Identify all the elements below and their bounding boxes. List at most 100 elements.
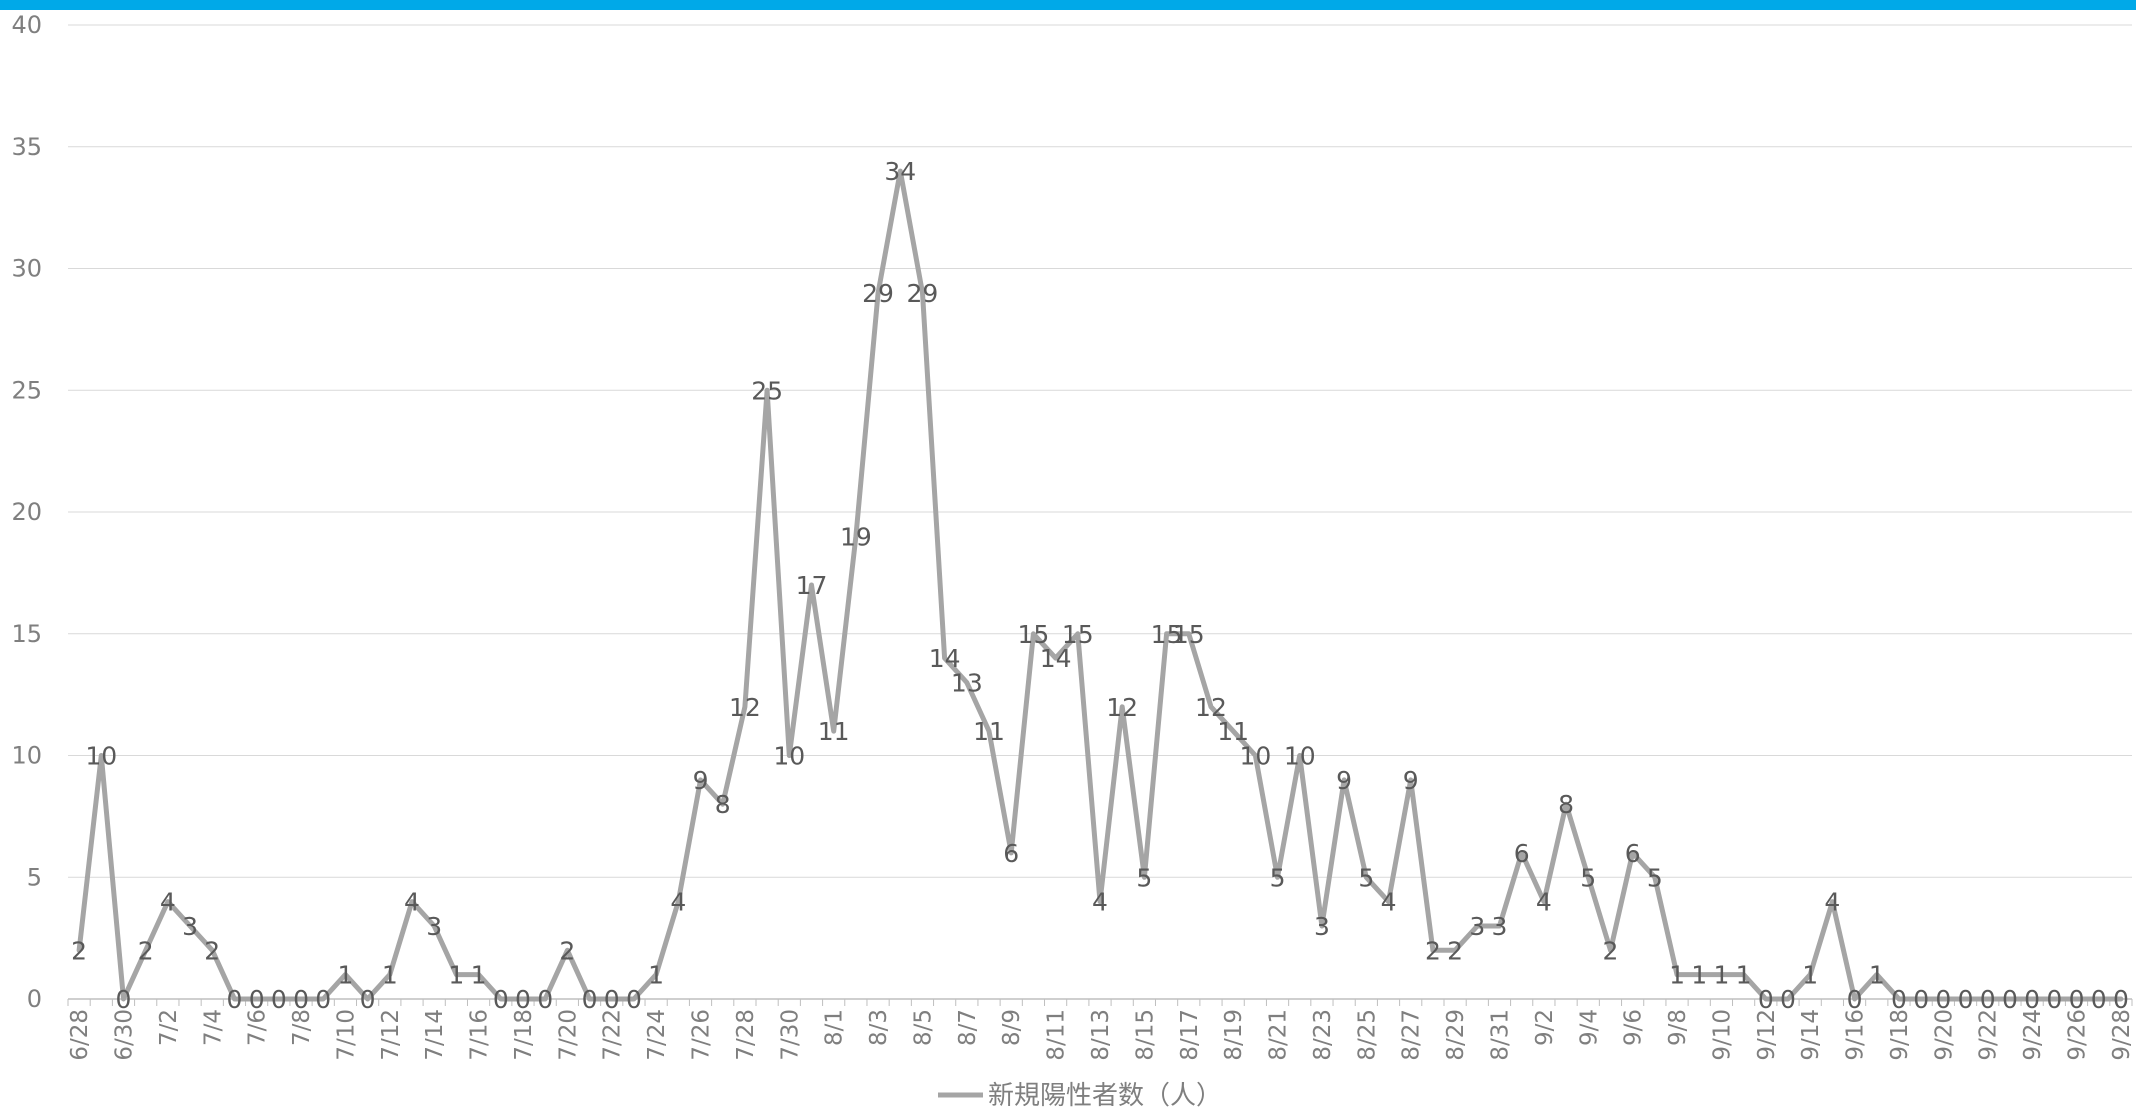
data-label: 19 [840, 522, 872, 551]
data-label: 0 [2091, 985, 2107, 1014]
data-label: 15 [1062, 620, 1094, 649]
x-tick-label: 9/12 [1754, 1009, 1780, 1061]
data-label: 10 [85, 742, 117, 771]
data-label: 5 [1136, 863, 1152, 892]
x-tick-label: 9/20 [1931, 1009, 1957, 1061]
data-label: 11 [1217, 717, 1249, 746]
data-label: 0 [271, 985, 287, 1014]
data-label: 0 [315, 985, 331, 1014]
x-tick-label: 9/18 [1887, 1009, 1913, 1061]
data-label: 0 [2024, 985, 2040, 1014]
data-label: 15 [1151, 620, 1183, 649]
x-tick-label: 7/10 [333, 1009, 359, 1061]
data-label: 4 [404, 888, 420, 917]
y-tick-label: 40 [11, 11, 42, 39]
data-label: 1 [648, 961, 664, 990]
data-label: 12 [1106, 693, 1138, 722]
data-label: 17 [796, 571, 828, 600]
data-label: 14 [1040, 644, 1072, 673]
data-label: 9 [1336, 766, 1352, 795]
data-label: 1 [1713, 961, 1729, 990]
y-tick-label: 25 [11, 376, 42, 404]
data-label: 8 [715, 790, 731, 819]
series-line-group [76, 168, 2124, 1002]
x-tick-label: 7/20 [555, 1009, 581, 1061]
data-label: 4 [1092, 888, 1108, 917]
data-label: 34 [884, 157, 916, 186]
y-tick-label: 5 [27, 863, 42, 891]
x-tick-label: 7/28 [733, 1009, 759, 1061]
x-tick-label: 9/6 [1621, 1009, 1647, 1046]
x-tick-label: 8/29 [1443, 1009, 1469, 1061]
data-label: 15 [1173, 620, 1205, 649]
data-label: 0 [515, 985, 531, 1014]
x-tick-label: 7/30 [777, 1009, 803, 1061]
data-label: 29 [907, 279, 939, 308]
data-label: 0 [226, 985, 242, 1014]
data-label: 1 [1669, 961, 1685, 990]
x-tick-label: 8/19 [1221, 1009, 1247, 1061]
x-tick-label: 8/7 [955, 1009, 981, 1046]
data-label: 0 [537, 985, 553, 1014]
data-label: 0 [1847, 985, 1863, 1014]
legend-label: 新規陽性者数（人） [988, 1081, 1222, 1111]
data-label: 0 [1980, 985, 1996, 1014]
data-label: 5 [1358, 863, 1374, 892]
data-label: 2 [1425, 936, 1441, 965]
x-tick-label: 8/13 [1088, 1009, 1114, 1061]
y-tick-label: 35 [11, 133, 42, 161]
x-tick-label: 9/4 [1576, 1009, 1602, 1046]
data-label: 0 [604, 985, 620, 1014]
x-tick-label: 9/10 [1709, 1009, 1735, 1061]
data-label: 11 [818, 717, 850, 746]
y-axis: 0 5 10 15 20 25 30 35 40 [11, 11, 42, 1013]
x-tick-label: 7/6 [245, 1009, 271, 1046]
x-tick-label: 8/21 [1266, 1009, 1292, 1061]
data-label: 0 [626, 985, 642, 1014]
data-label: 0 [1913, 985, 1929, 1014]
x-tick-label: 7/24 [644, 1009, 670, 1061]
data-label: 0 [493, 985, 509, 1014]
data-label: 5 [1647, 863, 1663, 892]
data-label: 0 [2113, 985, 2129, 1014]
data-label: 25 [751, 376, 783, 405]
x-tick-label: 7/16 [467, 1009, 493, 1061]
x-tick-label: 7/12 [378, 1009, 404, 1061]
x-tick-label: 8/25 [1354, 1009, 1380, 1061]
data-label: 6 [1625, 839, 1641, 868]
x-tick-label: 8/11 [1044, 1009, 1070, 1061]
data-label: 9 [693, 766, 709, 795]
data-label: 10 [1239, 742, 1271, 771]
series-line [76, 168, 2124, 1002]
y-tick-label: 20 [11, 498, 42, 526]
data-label: 10 [773, 742, 805, 771]
x-tick-label: 7/8 [289, 1009, 315, 1046]
data-label: 3 [426, 912, 442, 941]
x-tick-label: 7/2 [156, 1009, 182, 1046]
x-tick-label: 8/3 [866, 1009, 892, 1046]
x-tick-label: 9/22 [1976, 1009, 2002, 1061]
data-label: 4 [160, 888, 176, 917]
data-label: 5 [1270, 863, 1286, 892]
data-label: 4 [670, 888, 686, 917]
data-label: 1 [1691, 961, 1707, 990]
data-label: 0 [1958, 985, 1974, 1014]
data-label: 10 [1284, 742, 1316, 771]
x-tick-label: 8/1 [822, 1009, 848, 1046]
data-label: 3 [1469, 912, 1485, 941]
data-label: 8 [1558, 790, 1574, 819]
x-tick-label: 8/5 [910, 1009, 936, 1046]
data-label: 6 [1514, 839, 1530, 868]
x-tick-label: 7/22 [600, 1009, 626, 1061]
x-tick-label: 9/16 [1843, 1009, 1869, 1061]
x-tick-label: 9/24 [2020, 1009, 2046, 1061]
x-tick-label: 7/4 [200, 1009, 226, 1046]
data-label: 0 [1891, 985, 1907, 1014]
x-tick-label: 7/14 [422, 1009, 448, 1061]
data-label: 0 [582, 985, 598, 1014]
x-tick-label: 7/26 [689, 1009, 715, 1061]
data-label: 0 [2002, 985, 2018, 1014]
data-label: 0 [1935, 985, 1951, 1014]
